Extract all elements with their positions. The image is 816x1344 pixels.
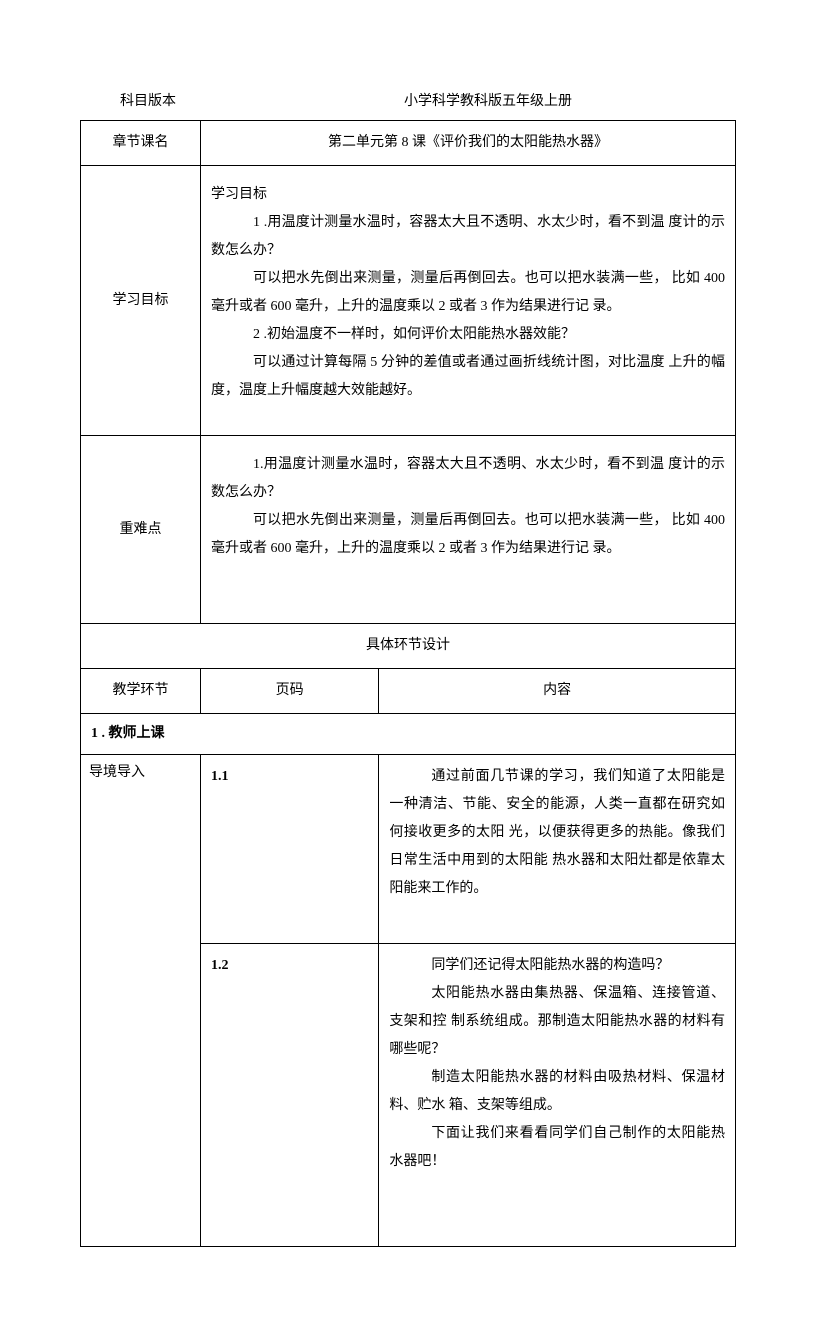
col-teaching-stage: 教学环节 <box>81 669 201 714</box>
subject-header-row: 科目版本 小学科学教科版五年级上册 <box>80 90 736 110</box>
chapter-label: 章节课名 <box>81 121 201 166</box>
content-1-2: 同学们还记得太阳能热水器的构造吗？ 太阳能热水器由集热器、保温箱、连接管道、支架… <box>379 944 736 1247</box>
objective-2-question: 2 .初始温度不一样时，如何评价太阳能热水器效能？ <box>211 321 725 349</box>
lesson-plan-table: 章节课名 第二单元第 8 课《评价我们的太阳能热水器》 学习目标 学习目标 1 … <box>80 120 736 1247</box>
objectives-row: 学习目标 学习目标 1 .用温度计测量水温时，容器太大且不透明、水太少时，看不到… <box>81 166 736 436</box>
objective-1-question: 1 .用温度计测量水温时，容器太大且不透明、水太少时，看不到温 度计的示数怎么办… <box>211 209 725 265</box>
col-page: 页码 <box>201 669 379 714</box>
chapter-row: 章节课名 第二单元第 8 课《评价我们的太阳能热水器》 <box>81 121 736 166</box>
content-1-1: 通过前面几节课的学习，我们知道了太阳能是一种清洁、节能、安全的能源，人类一直都在… <box>379 755 736 944</box>
teacher-class-row: 1 . 教师上课 <box>81 714 736 755</box>
subject-label: 科目版本 <box>120 90 260 110</box>
chapter-value: 第二单元第 8 课《评价我们的太阳能热水器》 <box>201 121 736 166</box>
subject-value: 小学科学教科版五年级上册 <box>260 90 716 110</box>
keypoints-label: 重难点 <box>81 436 201 624</box>
objective-1-answer: 可以把水先倒出来测量，测量后再倒回去。也可以把水装满一些， 比如 400 毫升或… <box>211 265 725 321</box>
objective-2-answer: 可以通过计算每隔 5 分钟的差值或者通过画折线统计图，对比温度 上升的幅度，温度… <box>211 349 725 405</box>
objectives-title: 学习目标 <box>211 181 725 209</box>
design-header-row: 教学环节 页码 内容 <box>81 669 736 714</box>
keypoints-content: 1.用温度计测量水温时，容器太大且不透明、水太少时，看不到温 度计的示数怎么办？… <box>201 436 736 624</box>
page-1-1: 1.1 <box>201 755 379 944</box>
keypoints-row: 重难点 1.用温度计测量水温时，容器太大且不透明、水太少时，看不到温 度计的示数… <box>81 436 736 624</box>
teacher-class-label: 1 . 教师上课 <box>81 714 736 755</box>
intro-label: 导境导入 <box>81 755 201 1247</box>
design-title: 具体环节设计 <box>81 624 736 669</box>
keypoint-1-answer: 可以把水先倒出来测量，测量后再倒回去。也可以把水装满一些， 比如 400 毫升或… <box>211 507 725 563</box>
keypoint-1-question: 1.用温度计测量水温时，容器太大且不透明、水太少时，看不到温 度计的示数怎么办？ <box>211 451 725 507</box>
objectives-label: 学习目标 <box>81 166 201 436</box>
page-1-2: 1.2 <box>201 944 379 1247</box>
design-title-row: 具体环节设计 <box>81 624 736 669</box>
intro-row-1: 导境导入 1.1 通过前面几节课的学习，我们知道了太阳能是一种清洁、节能、安全的… <box>81 755 736 944</box>
objectives-content: 学习目标 1 .用温度计测量水温时，容器太大且不透明、水太少时，看不到温 度计的… <box>201 166 736 436</box>
col-content: 内容 <box>379 669 736 714</box>
